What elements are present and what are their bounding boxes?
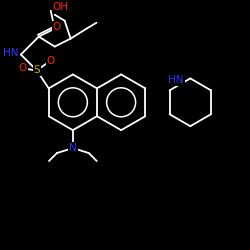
Text: N: N [69, 143, 77, 153]
Text: HN: HN [3, 48, 19, 58]
Text: OH: OH [53, 2, 69, 12]
Text: O: O [52, 22, 61, 32]
Text: S: S [34, 66, 40, 76]
Text: O: O [19, 64, 27, 74]
Text: O: O [46, 56, 55, 66]
Text: HN: HN [168, 76, 184, 86]
